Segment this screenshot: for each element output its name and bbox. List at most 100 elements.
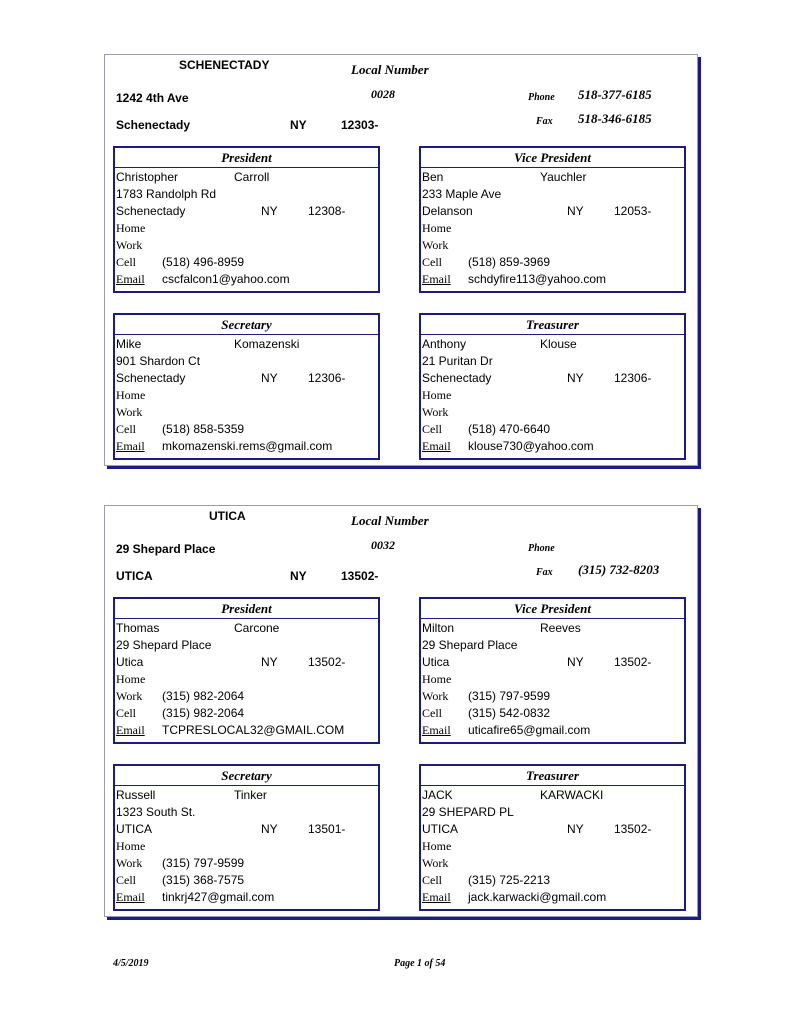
work-label: Work <box>116 856 143 870</box>
email-label: Email <box>116 723 145 737</box>
officer-zip: 13502- <box>308 655 346 669</box>
local-section: SCHENECTADY Local Number 0028 1242 4th Ave S… <box>104 54 698 466</box>
officer-first-name: JACK <box>422 788 453 802</box>
officer-last-name: Yauchler <box>540 170 587 184</box>
local-state: NY <box>290 569 307 583</box>
officer-first-name: Mike <box>116 337 142 351</box>
officer-address: 29 Shepard Place <box>422 638 518 652</box>
email-address: mkomazenski.rems@gmail.com <box>162 439 333 453</box>
cell-phone: (315) 725-2213 <box>468 873 551 887</box>
work-label: Work <box>116 238 143 252</box>
work-label: Work <box>116 689 143 703</box>
officer-state: NY <box>567 655 584 669</box>
officer-city: UTICA <box>116 822 152 836</box>
officer-last-name: Carroll <box>234 170 270 184</box>
officer-city: Utica <box>116 655 144 669</box>
officer-zip: 12306- <box>308 371 346 385</box>
cell-label: Cell <box>116 706 136 720</box>
local-address: 1242 4th Ave <box>116 91 189 105</box>
officer-first-name: Ben <box>422 170 444 184</box>
email-address: klouse730@yahoo.com <box>468 439 594 453</box>
officer-last-name: Tinker <box>234 788 267 802</box>
cell-phone: (518) 470-6640 <box>468 422 551 436</box>
officer-last-name: Reeves <box>540 621 581 635</box>
officer-state: NY <box>261 655 278 669</box>
officer-role: Treasurer <box>421 315 684 335</box>
work-phone: (315) 797-9599 <box>468 689 551 703</box>
phone-label: Phone <box>528 92 555 103</box>
phone-value: 518-377-6185 <box>578 87 652 102</box>
officer-zip: 13502- <box>614 655 652 669</box>
officer-role: Treasurer <box>421 766 684 786</box>
officer-first-name: Milton <box>422 621 455 635</box>
officer-address: 29 Shepard Place <box>116 638 212 652</box>
cell-phone: (315) 982-2064 <box>162 706 245 720</box>
local-city: UTICA <box>116 569 153 583</box>
home-label: Home <box>116 672 146 686</box>
officer-zip: 12306- <box>614 371 652 385</box>
officer-city: UTICA <box>422 822 458 836</box>
work-label: Work <box>422 689 449 703</box>
officer-state: NY <box>261 822 278 836</box>
officer-card-vice-president: Vice President Milton Reeves 29 Shepard Pla… <box>419 597 686 744</box>
phone-label: Phone <box>528 543 555 554</box>
officer-city: Schenectady <box>116 371 186 385</box>
email-label: Email <box>422 723 451 737</box>
email-address: uticafire65@gmail.com <box>468 723 591 737</box>
home-label: Home <box>116 221 146 235</box>
officer-state: NY <box>567 822 584 836</box>
work-phone: (315) 982-2064 <box>162 689 245 703</box>
officer-role: President <box>115 148 378 168</box>
officer-card-secretary: Secretary Mike Komazenski 901 Shardon Ct Sch… <box>113 313 380 460</box>
officer-last-name: Carcone <box>234 621 280 635</box>
officer-card-treasurer: Treasurer Anthony Klouse 21 Puritan Dr Schen… <box>419 313 686 460</box>
local-city: Schenectady <box>116 118 191 132</box>
officer-last-name: Klouse <box>540 337 577 351</box>
officer-last-name: KARWACKI <box>540 788 604 802</box>
officer-state: NY <box>567 371 584 385</box>
officer-card-vice-president: Vice President Ben Yauchler 233 Maple Ave De… <box>419 146 686 293</box>
email-label: Email <box>116 439 145 453</box>
cell-phone: (518) 858-5359 <box>162 422 245 436</box>
officer-address: 29 SHEPARD PL <box>422 805 514 819</box>
officer-address: 1323 South St. <box>116 805 196 819</box>
cell-label: Cell <box>116 873 136 887</box>
home-label: Home <box>116 839 146 853</box>
work-label: Work <box>422 238 449 252</box>
officer-zip: 12053- <box>614 204 652 218</box>
email-label: Email <box>116 272 145 286</box>
officer-state: NY <box>567 204 584 218</box>
officer-first-name: Christopher <box>116 170 179 184</box>
local-number: 0032 <box>371 538 395 552</box>
cell-label: Cell <box>422 873 442 887</box>
cell-phone: (518) 496-8959 <box>162 255 245 269</box>
cell-label: Cell <box>116 255 136 269</box>
email-label: Email <box>116 890 145 904</box>
email-address: jack.karwacki@gmail.com <box>468 890 607 904</box>
work-label: Work <box>422 405 449 419</box>
local-city-title: UTICA <box>209 509 246 523</box>
cell-label: Cell <box>422 706 442 720</box>
officer-card-secretary: Secretary Russell Tinker 1323 South St. UTIC… <box>113 764 380 911</box>
cell-phone: (315) 542-0832 <box>468 706 551 720</box>
officer-card-treasurer: Treasurer JACK KARWACKI 29 SHEPARD PL UTICA N… <box>419 764 686 911</box>
local-section: UTICA Local Number 0032 29 Shepard Place UTI… <box>104 505 698 917</box>
officer-card-president: President Thomas Carcone 29 Shepard Place Ut… <box>113 597 380 744</box>
email-label: Email <box>422 890 451 904</box>
work-phone: (315) 797-9599 <box>162 856 245 870</box>
work-label: Work <box>422 856 449 870</box>
local-number-label: Local Number <box>351 62 429 77</box>
fax-label: Fax <box>536 116 553 127</box>
officer-role: President <box>115 599 378 619</box>
local-zip: 13502- <box>341 569 379 583</box>
local-state: NY <box>290 118 307 132</box>
cell-label: Cell <box>422 422 442 436</box>
officer-city: Delanson <box>422 204 473 218</box>
work-label: Work <box>116 405 143 419</box>
home-label: Home <box>422 221 452 235</box>
footer-page-number: Page 1 of 54 <box>394 958 446 969</box>
cell-phone: (315) 368-7575 <box>162 873 245 887</box>
officer-role: Vice President <box>421 148 684 168</box>
officer-zip: 13501- <box>308 822 346 836</box>
cell-phone: (518) 859-3969 <box>468 255 551 269</box>
